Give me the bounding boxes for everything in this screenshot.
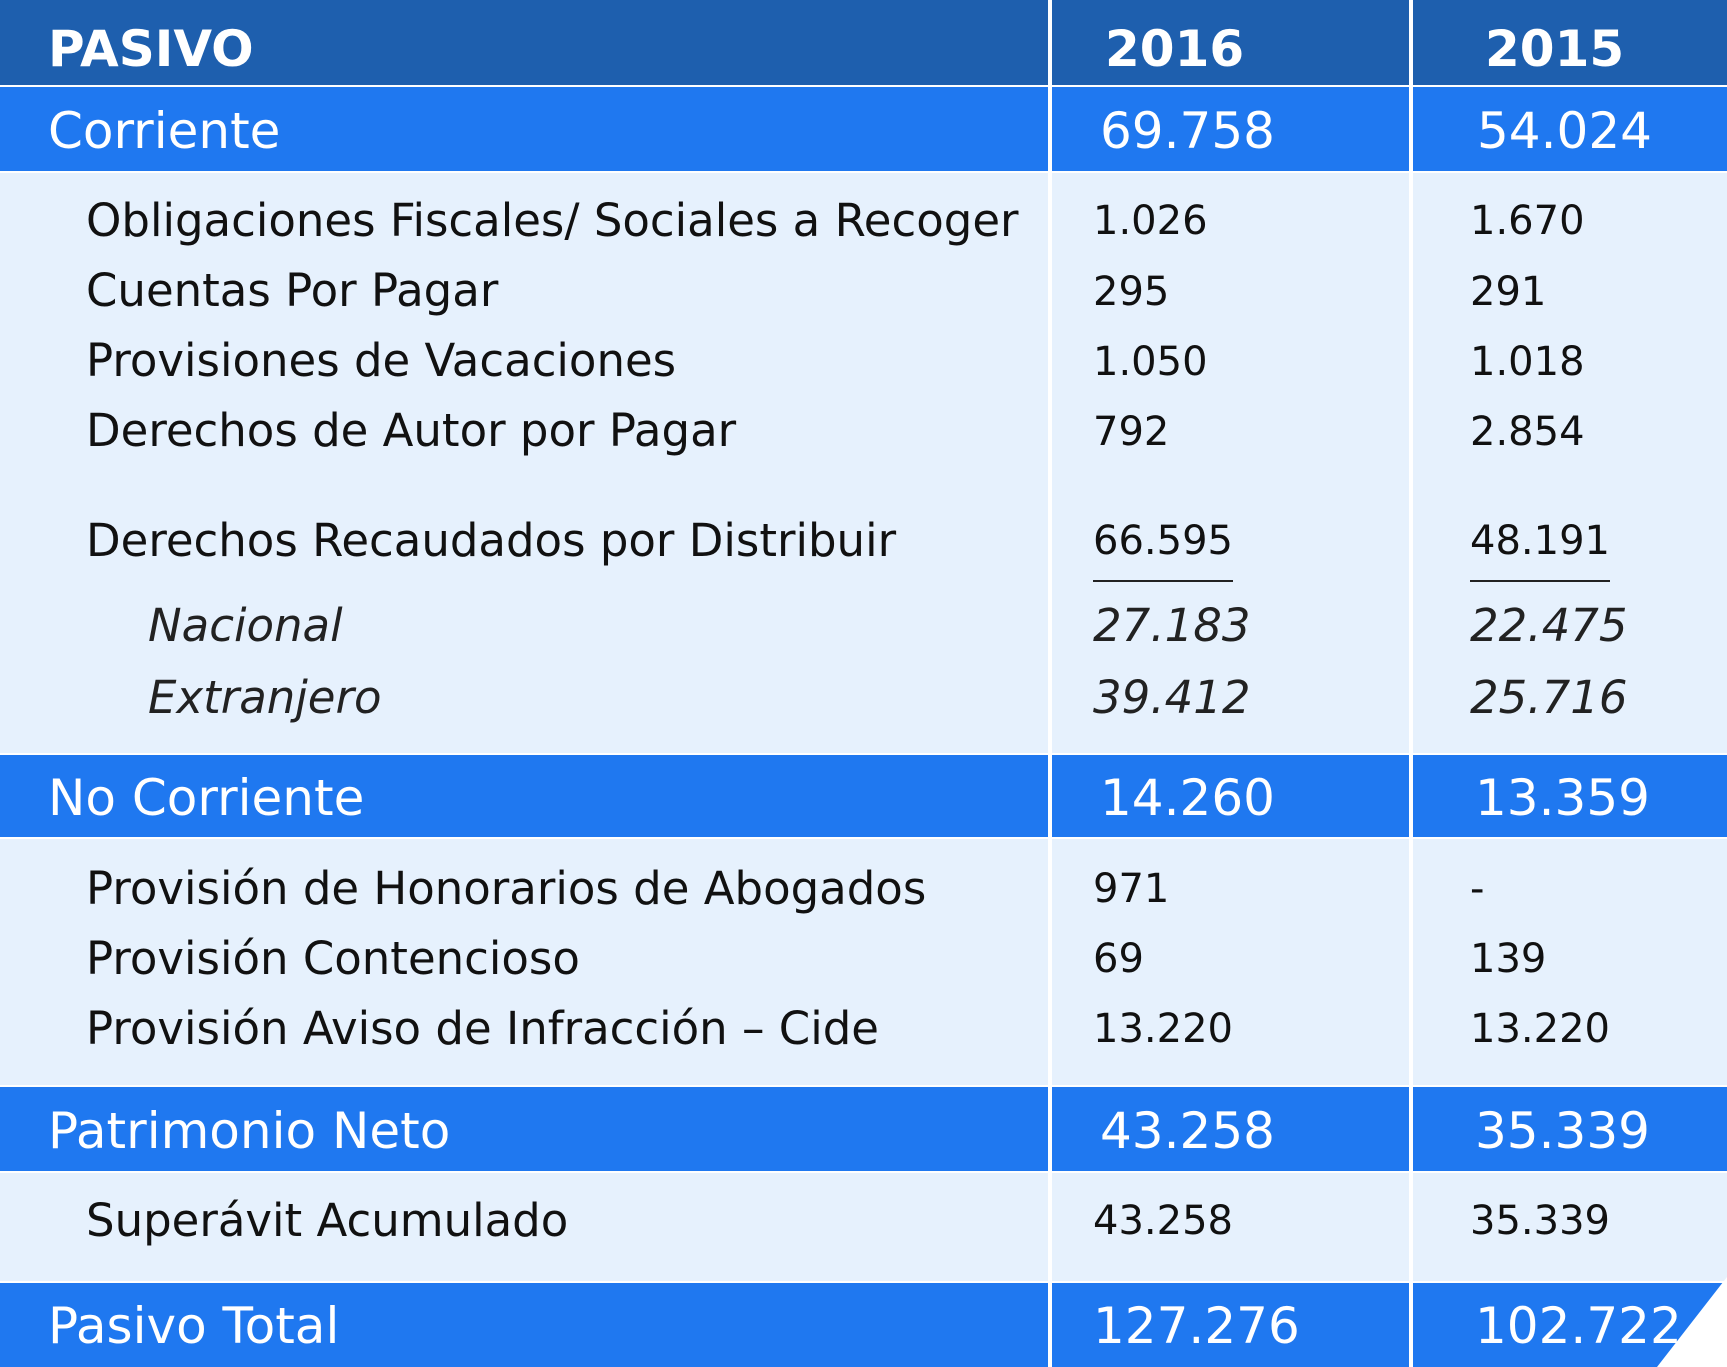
row-label: Provisión Aviso de Infracción – Cide <box>86 1002 879 1055</box>
subrow-2016: 27.183 <box>1093 599 1251 652</box>
row-2015: 2.854 <box>1470 409 1585 455</box>
no-corriente-2016: 14.260 <box>1100 769 1275 827</box>
corriente-2016: 69.758 <box>1100 102 1275 160</box>
total-band <box>0 1282 1727 1367</box>
row-2015: 48.191 <box>1470 518 1610 564</box>
row-divider <box>0 837 1727 839</box>
row-divider <box>0 1085 1727 1087</box>
subrow-label: Extranjero <box>148 671 382 724</box>
subrow-2015: 22.475 <box>1470 599 1628 652</box>
row-2015: 1.670 <box>1470 198 1585 244</box>
patrimonio-label: Patrimonio Neto <box>48 1102 451 1160</box>
subrow-label: Nacional <box>148 599 343 652</box>
row-label: Provisión Contencioso <box>86 932 580 985</box>
corriente-2015: 54.024 <box>1477 102 1652 160</box>
row-2015: 13.220 <box>1470 1006 1610 1052</box>
row-label: Provisión de Honorarios de Abogados <box>86 862 927 915</box>
row-2016: 1.026 <box>1093 198 1208 244</box>
no-corriente-body <box>0 838 1727 1086</box>
patrimonio-band <box>0 1086 1727 1172</box>
no-corriente-band <box>0 754 1727 838</box>
corriente-body <box>0 172 1727 754</box>
subtotal-underline <box>1470 580 1610 582</box>
row-label: Superávit Acumulado <box>86 1194 569 1247</box>
row-label: Provisiones de Vacaciones <box>86 334 677 387</box>
row-2015: 291 <box>1470 269 1547 315</box>
patrimonio-2015: 35.339 <box>1475 1102 1650 1160</box>
subrow-2016: 39.412 <box>1093 671 1251 724</box>
row-2016: 1.050 <box>1093 339 1208 385</box>
row-label: Obligaciones Fiscales/ Sociales a Recoge… <box>86 194 1019 247</box>
row-label: Derechos Recaudados por Distribuir <box>86 514 897 567</box>
row-divider <box>0 1171 1727 1173</box>
row-2016: 66.595 <box>1093 518 1233 564</box>
row-2016: 792 <box>1093 409 1170 455</box>
total-2015: 102.722 <box>1475 1297 1682 1355</box>
no-corriente-label: No Corriente <box>48 769 365 827</box>
corriente-band <box>0 86 1727 172</box>
row-2015: - <box>1470 866 1485 912</box>
row-2015: 35.339 <box>1470 1198 1610 1244</box>
total-2016: 127.276 <box>1093 1297 1300 1355</box>
header-title: PASIVO <box>48 20 254 78</box>
patrimonio-body <box>0 1172 1727 1282</box>
corner-cut-decoration <box>1657 1277 1727 1367</box>
row-2016: 43.258 <box>1093 1198 1233 1244</box>
column-divider <box>1409 0 1413 1367</box>
header-2015: 2015 <box>1485 20 1625 78</box>
row-label: Cuentas Por Pagar <box>86 264 499 317</box>
subrow-2015: 25.716 <box>1470 671 1628 724</box>
row-2016: 971 <box>1093 866 1170 912</box>
column-divider <box>1048 0 1052 1367</box>
subtotal-underline <box>1093 580 1233 582</box>
corriente-label: Corriente <box>48 102 281 160</box>
row-divider <box>0 85 1727 87</box>
row-2016: 69 <box>1093 936 1144 982</box>
row-2016: 295 <box>1093 269 1170 315</box>
header-row <box>0 0 1727 86</box>
patrimonio-2016: 43.258 <box>1100 1102 1275 1160</box>
row-label: Derechos de Autor por Pagar <box>86 404 737 457</box>
row-2015: 139 <box>1470 936 1547 982</box>
header-2016: 2016 <box>1105 20 1245 78</box>
row-divider <box>0 753 1727 755</box>
row-2015: 1.018 <box>1470 339 1585 385</box>
total-label: Pasivo Total <box>48 1297 340 1355</box>
row-divider <box>0 1281 1727 1283</box>
no-corriente-2015: 13.359 <box>1475 769 1650 827</box>
row-divider <box>0 171 1727 173</box>
row-2016: 13.220 <box>1093 1006 1233 1052</box>
